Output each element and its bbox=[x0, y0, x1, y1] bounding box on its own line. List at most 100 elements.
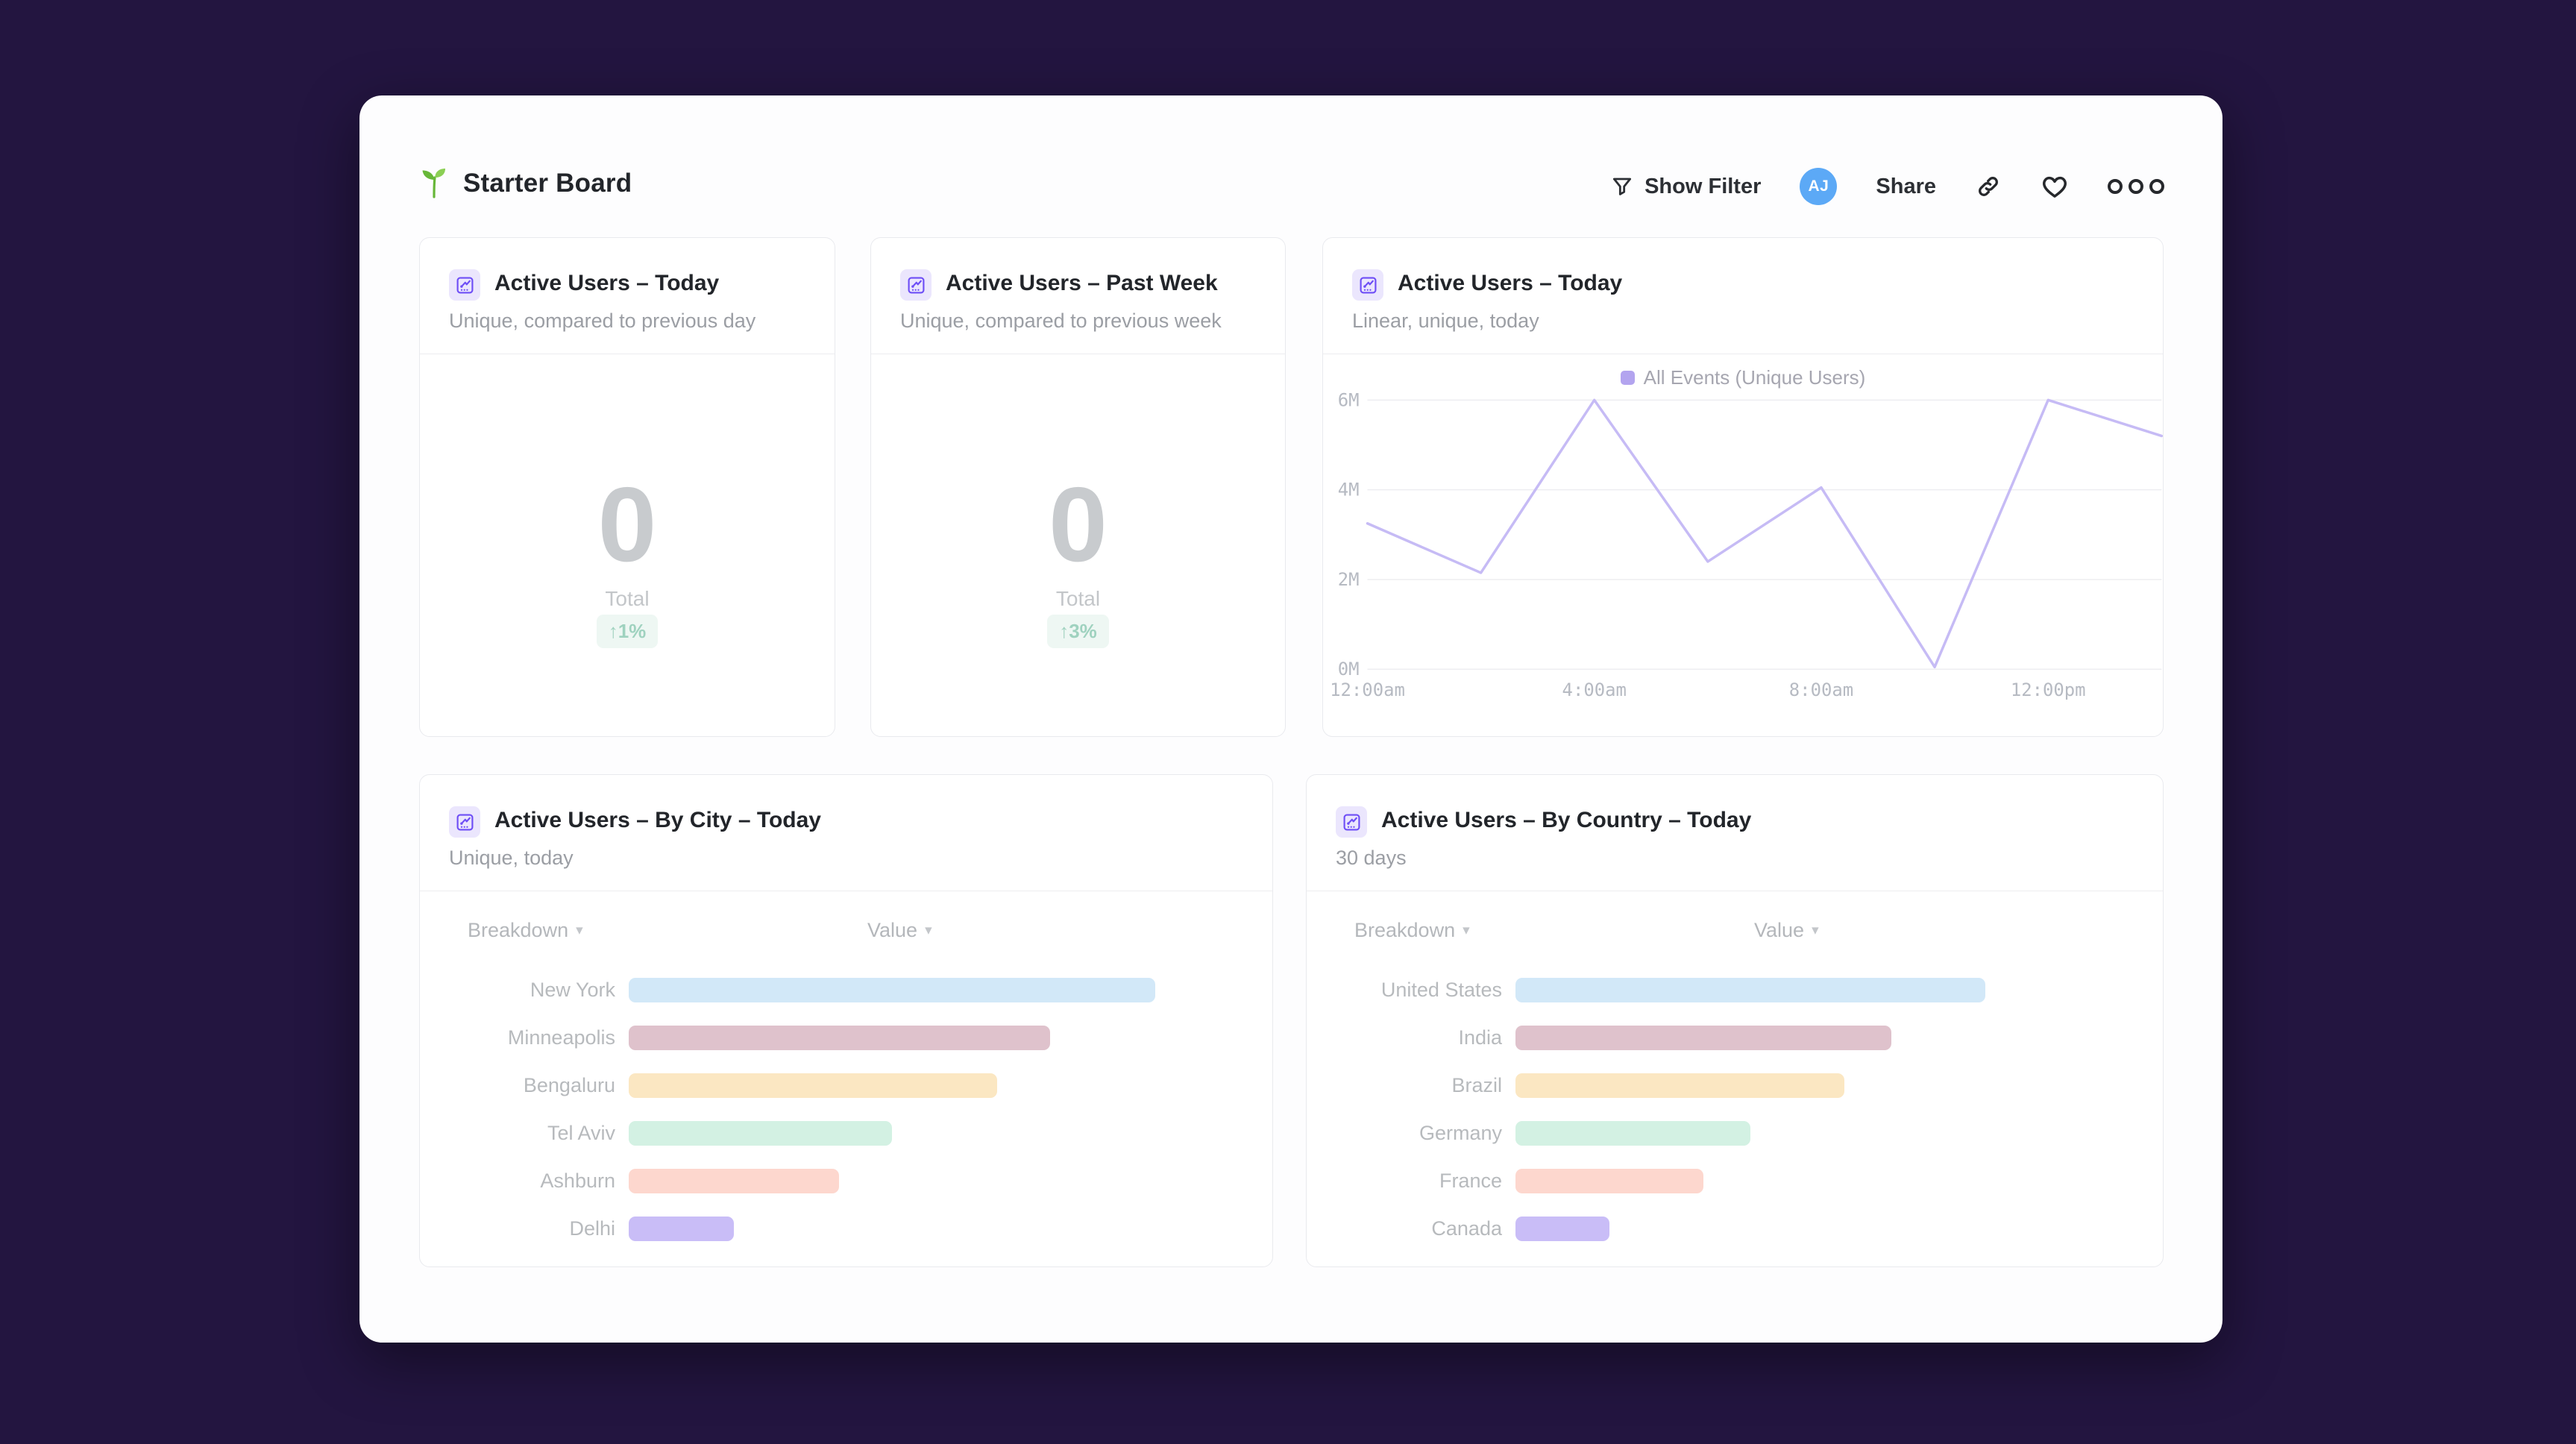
breakdown-label: Minneapolis bbox=[507, 1026, 615, 1049]
value-bar bbox=[1515, 1026, 1891, 1050]
card-title: Active Users – By Country – Today bbox=[1381, 808, 1752, 832]
card-subtitle: Linear, unique, today bbox=[1352, 310, 1539, 332]
value-column-header[interactable]: Value ▾ bbox=[867, 919, 932, 941]
card-subtitle: Unique, compared to previous week bbox=[900, 310, 1222, 332]
svg-text:8:00am: 8:00am bbox=[1789, 679, 1853, 700]
table-row: Germany bbox=[1307, 1109, 2163, 1157]
breakdown-label: Ashburn bbox=[540, 1170, 615, 1192]
breakdown-label: Germany bbox=[1419, 1122, 1502, 1144]
favorite-button[interactable] bbox=[2041, 172, 2069, 201]
svg-text:4:00am: 4:00am bbox=[1562, 679, 1627, 700]
breakdown-label: India bbox=[1458, 1026, 1502, 1049]
svg-text:2M: 2M bbox=[1338, 569, 1360, 590]
value-bar bbox=[1515, 1073, 1844, 1098]
chart-icon bbox=[900, 269, 932, 301]
table-row: New York bbox=[420, 966, 1272, 1014]
value-bar bbox=[629, 1217, 735, 1241]
delta-badge: ↑3% bbox=[1047, 615, 1109, 648]
svg-text:0M: 0M bbox=[1338, 659, 1360, 679]
breakdown-label: New York bbox=[530, 979, 615, 1001]
value-bar bbox=[629, 1026, 1050, 1050]
card-title: Active Users – Today bbox=[494, 271, 720, 295]
table-row: Delhi bbox=[420, 1205, 1272, 1252]
card-subtitle: Unique, today bbox=[449, 847, 574, 869]
legend-swatch bbox=[1620, 371, 1635, 385]
delta-badge: ↑1% bbox=[596, 615, 659, 648]
table-row: Tel Aviv bbox=[420, 1109, 1272, 1157]
value-bar bbox=[629, 1169, 840, 1193]
value-column-header[interactable]: Value ▾ bbox=[1754, 919, 1819, 941]
card-subtitle: 30 days bbox=[1336, 847, 1407, 869]
table-row: India bbox=[1307, 1014, 2163, 1061]
value-bar bbox=[629, 978, 1155, 1002]
stat-value: 0 bbox=[597, 465, 657, 584]
card-active-users-today: Active Users – Today Unique, compared to… bbox=[419, 237, 835, 737]
breakdown-table: United States India Brazil Germany France Can… bbox=[1307, 966, 2163, 1252]
chevron-down-icon: ▾ bbox=[925, 923, 932, 938]
value-bar bbox=[629, 1121, 892, 1146]
page-title: Starter Board bbox=[463, 169, 632, 198]
card-title: Active Users – By City – Today bbox=[494, 808, 821, 832]
heart-icon bbox=[2043, 176, 2067, 198]
table-row: Canada bbox=[1307, 1205, 2163, 1252]
svg-text:4M: 4M bbox=[1338, 480, 1360, 500]
show-filter-button[interactable]: Show Filter bbox=[1610, 175, 1761, 199]
chart-icon bbox=[449, 269, 480, 301]
table-row: Brazil bbox=[1307, 1061, 2163, 1109]
show-filter-label: Show Filter bbox=[1644, 174, 1762, 198]
link-icon bbox=[1979, 177, 1998, 196]
value-bar bbox=[1515, 978, 1985, 1002]
breakdown-label: Tel Aviv bbox=[547, 1122, 615, 1144]
more-button[interactable] bbox=[2108, 179, 2164, 194]
filter-icon bbox=[1613, 178, 1632, 195]
breakdown-label: Canada bbox=[1431, 1217, 1502, 1240]
svg-text:12:00am: 12:00am bbox=[1330, 679, 1405, 700]
card-active-users-line-chart: Active Users – Today Linear, unique, tod… bbox=[1322, 237, 2164, 737]
stat-label: Total bbox=[1055, 587, 1101, 610]
table-row: United States bbox=[1307, 966, 2163, 1014]
table-row: Bengaluru bbox=[420, 1061, 1272, 1109]
stat-label: Total bbox=[605, 587, 650, 610]
breakdown-label: France bbox=[1439, 1170, 1502, 1192]
share-button[interactable]: Share bbox=[1876, 175, 1936, 199]
dashboard-panel: Starter Board Show Filter AJ Share bbox=[359, 95, 2222, 1343]
value-bar bbox=[1515, 1121, 1750, 1146]
chevron-down-icon: ▾ bbox=[1463, 923, 1470, 938]
svg-text:6M: 6M bbox=[1338, 389, 1360, 410]
line-chart: 0M 2M 4M 6M 12:00am 4:00am 8:00am 12:00pm bbox=[1330, 389, 2164, 700]
toolbar: Show Filter AJ Share bbox=[1610, 167, 2164, 206]
breakdown-column-header[interactable]: Breakdown ▾ bbox=[468, 919, 583, 941]
breakdown-label: Bengaluru bbox=[523, 1074, 615, 1096]
value-bar bbox=[629, 1073, 998, 1098]
card-title: Active Users – Today bbox=[1398, 271, 1623, 295]
stat-value: 0 bbox=[1049, 465, 1108, 584]
chart-icon bbox=[449, 806, 480, 838]
legend-item[interactable]: All Events (Unique Users) bbox=[1323, 366, 2163, 389]
seedling-icon bbox=[422, 169, 445, 198]
board-header: Starter Board bbox=[418, 167, 632, 200]
card-active-users-by-country: Active Users – By Country – Today 30 day… bbox=[1306, 774, 2164, 1267]
more-icon bbox=[2108, 179, 2123, 194]
chevron-down-icon: ▾ bbox=[1812, 923, 1819, 938]
breakdown-label: Brazil bbox=[1451, 1074, 1502, 1096]
svg-text:12:00pm: 12:00pm bbox=[2011, 679, 2086, 700]
legend-label: All Events (Unique Users) bbox=[1643, 366, 1866, 389]
table-row: Minneapolis bbox=[420, 1014, 1272, 1061]
card-active-users-past-week: Active Users – Past Week Unique, compare… bbox=[870, 237, 1286, 737]
breakdown-table: New York Minneapolis Bengaluru Tel Aviv Ashb… bbox=[420, 966, 1272, 1252]
card-subtitle: Unique, compared to previous day bbox=[449, 310, 756, 332]
card-active-users-by-city: Active Users – By City – Today Unique, t… bbox=[419, 774, 1273, 1267]
table-row: Ashburn bbox=[420, 1157, 1272, 1205]
breakdown-label: United States bbox=[1380, 979, 1502, 1001]
copy-link-button[interactable] bbox=[1975, 173, 2002, 200]
share-label: Share bbox=[1876, 174, 1936, 198]
value-bar bbox=[1515, 1217, 1609, 1241]
chevron-down-icon: ▾ bbox=[576, 923, 583, 938]
avatar[interactable]: AJ bbox=[1800, 168, 1838, 205]
chart-icon bbox=[1336, 806, 1367, 838]
chart-icon bbox=[1352, 269, 1383, 301]
value-bar bbox=[1515, 1169, 1703, 1193]
breakdown-column-header[interactable]: Breakdown ▾ bbox=[1354, 919, 1470, 941]
card-title: Active Users – Past Week bbox=[946, 271, 1218, 295]
table-row: France bbox=[1307, 1157, 2163, 1205]
